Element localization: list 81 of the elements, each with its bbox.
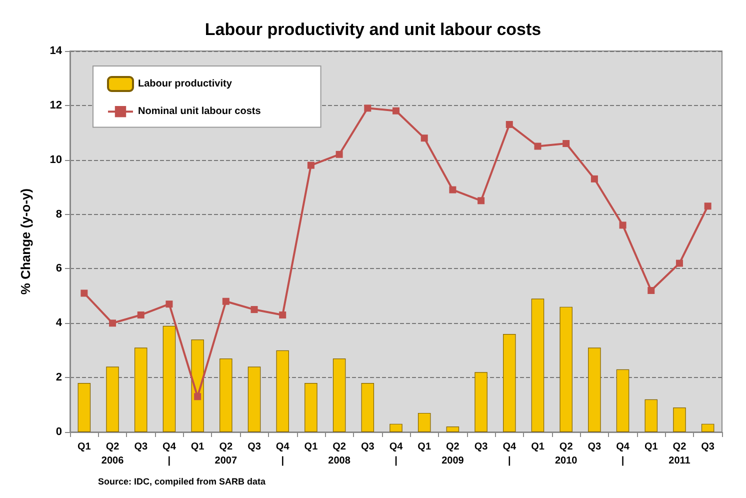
point [364, 104, 372, 112]
x-tick-label: Q3 [474, 442, 488, 452]
x-tick-label: Q1 [78, 442, 92, 452]
bar [248, 366, 261, 432]
bar [474, 372, 488, 432]
point [222, 298, 230, 305]
bar [503, 334, 516, 432]
bar [588, 348, 601, 432]
y-tick-label: 0 [56, 426, 62, 438]
bar [304, 383, 318, 432]
legend-label: Labour productivity [138, 78, 232, 90]
y-tick-label: 14 [50, 45, 63, 57]
point [336, 150, 343, 158]
y-tick-label: 12 [50, 99, 62, 112]
bar [276, 350, 289, 432]
point [619, 222, 626, 229]
point [109, 320, 116, 327]
bar [531, 298, 544, 432]
x-tick-label: Q4 | [162, 442, 176, 466]
point [676, 260, 683, 267]
bar [332, 358, 346, 432]
x-tick-label: Q2 2008 [328, 442, 351, 466]
point [449, 186, 456, 194]
x-tick-label: Q4 | [389, 442, 404, 466]
y-axis-title: % Change (y-o-y) [18, 188, 33, 295]
y-tick-label: 6 [56, 262, 62, 275]
x-tick-label: Q1 [531, 442, 545, 452]
point [279, 311, 286, 318]
x-tick-label: Q1 [418, 442, 432, 452]
point [506, 120, 513, 128]
x-tick-label: Q1 [304, 442, 318, 452]
bar [162, 326, 176, 432]
x-tick-label: Q1 [190, 442, 205, 452]
point [420, 134, 428, 142]
point [562, 140, 570, 148]
point [648, 286, 655, 294]
x-tick-label: Q3 [248, 442, 262, 452]
legend-label: Nominal unit labour costs [138, 106, 262, 118]
point [250, 306, 258, 314]
bar [390, 424, 402, 432]
bar [418, 412, 431, 432]
point [704, 202, 712, 210]
y-tick-label: 10 [50, 154, 62, 166]
y-tick-label: 4 [56, 317, 63, 330]
bar [134, 348, 148, 432]
x-tick-label: Q3 [134, 442, 148, 452]
x-tick-label: Q2 2006 [101, 442, 124, 466]
bar [446, 426, 460, 432]
point [478, 197, 485, 204]
point [307, 162, 314, 169]
x-tick-label: Q4 | [502, 442, 516, 466]
x-tick-label: Q2 2009 [442, 442, 464, 466]
x-tick-label: Q1 [644, 442, 658, 452]
bar [361, 383, 374, 432]
y-tick-label: 2 [56, 372, 62, 384]
bar [616, 369, 630, 432]
y-tick-label: 8 [56, 208, 62, 220]
bar [78, 383, 91, 432]
chart-title: Labour productivity and unit labour costs [204, 20, 542, 39]
x-tick-label: Q3 [360, 442, 375, 452]
x-tick-label: Q4 | [616, 442, 630, 466]
point [534, 142, 542, 150]
bar [701, 424, 714, 432]
source-note: Source: IDC, compiled from SARB data [98, 476, 267, 486]
x-tick-label: Q2 2007 [214, 442, 238, 466]
bar [644, 399, 658, 432]
point [590, 175, 598, 182]
bar [106, 366, 119, 432]
x-tick-label: Q2 2011 [668, 442, 691, 466]
bar [673, 408, 686, 432]
point [194, 393, 202, 400]
x-tick-label: Q2 2010 [554, 442, 578, 466]
x-tick-label: Q3 [701, 442, 715, 452]
point [137, 311, 144, 318]
point [392, 107, 400, 114]
bar [560, 306, 572, 432]
x-tick-label: Q3 [588, 442, 602, 452]
x-tick-label: Q4 | [276, 442, 290, 466]
bar [220, 358, 232, 432]
point [166, 300, 173, 308]
point [80, 290, 88, 297]
